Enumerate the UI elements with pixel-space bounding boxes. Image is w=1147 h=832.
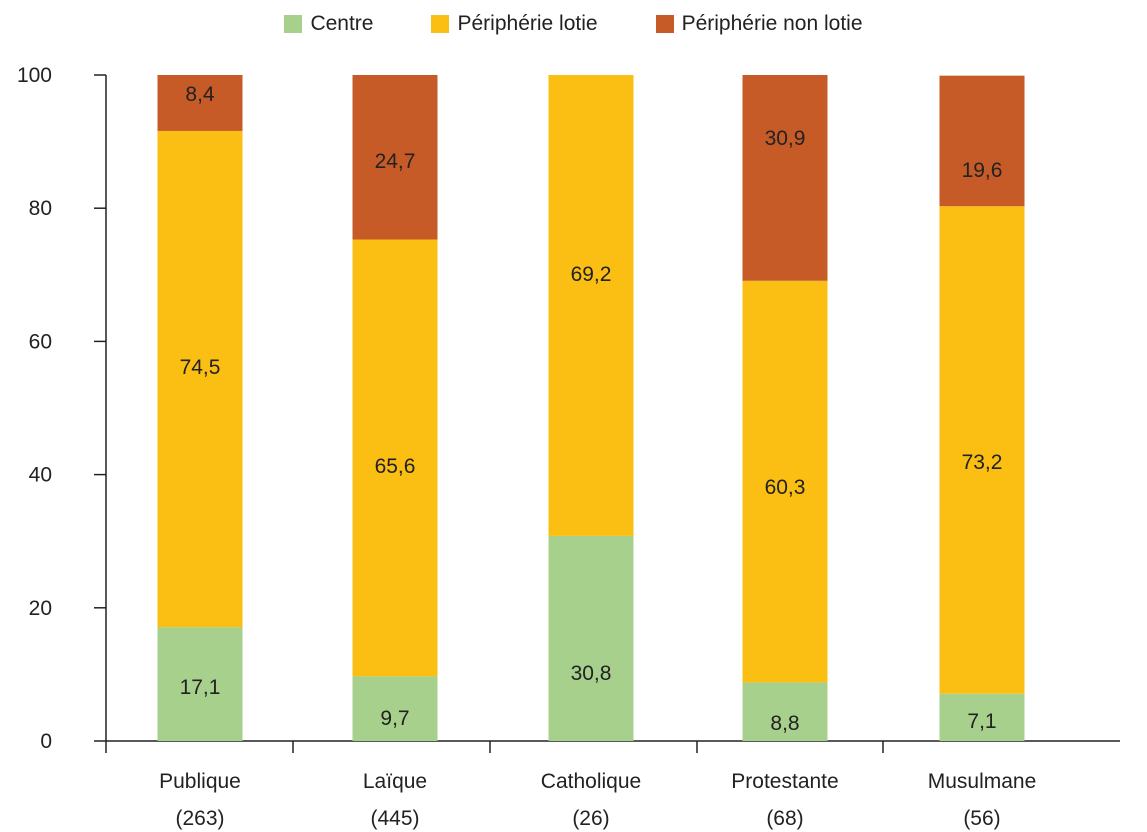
category-count-label: (263) (175, 807, 224, 830)
y-tick-label: 60 (29, 330, 52, 353)
data-label: 60,3 (765, 476, 806, 499)
legend-label-peripherie-non-lotie: Périphérie non lotie (681, 12, 863, 35)
bar-segment-peripherie-non-lotie (157, 75, 243, 131)
bar-segment-centre (548, 535, 634, 741)
y-tick-label: 0 (40, 730, 52, 753)
legend-swatch-peripherie-non-lotie (655, 15, 674, 33)
category-count-label: (26) (572, 807, 609, 830)
bar-segment-peripherie-lotie (352, 239, 438, 677)
data-label: 74,5 (180, 356, 221, 379)
bar-segment-peripherie-non-lotie (742, 75, 828, 281)
y-tick-label: 40 (29, 464, 52, 487)
legend-item-peripherie-non-lotie: Périphérie non lotie (655, 12, 863, 36)
data-label: 19,6 (962, 159, 1003, 182)
data-label: 9,7 (380, 707, 409, 730)
bar-segment-centre (157, 627, 243, 741)
category-count-label: (68) (766, 807, 803, 830)
data-label: 30,9 (765, 127, 806, 150)
data-label: 24,7 (375, 150, 416, 173)
bar-segment-peripherie-non-lotie (939, 75, 1025, 207)
bar-segment-centre (742, 682, 828, 741)
data-label: 8,4 (185, 83, 215, 106)
bar-segment-peripherie-lotie (742, 280, 828, 683)
bar-segment-peripherie-lotie (548, 75, 634, 536)
category-label: Musulmane (928, 770, 1037, 793)
data-label: 30,8 (571, 662, 612, 685)
legend-item-peripherie-lotie: Périphérie lotie (431, 12, 598, 36)
category-label: Laïque (363, 770, 427, 793)
category-label: Protestante (731, 770, 838, 793)
data-label: 73,2 (962, 451, 1003, 474)
legend-item-centre: Centre (284, 12, 373, 36)
data-label: 65,6 (375, 455, 416, 478)
chart-legend: Centre Périphérie lotie Périphérie non l… (0, 12, 1147, 36)
category-count-label: (56) (963, 807, 1000, 830)
category-count-label: (445) (370, 807, 419, 830)
legend-swatch-peripherie-lotie (431, 15, 450, 33)
bar-segment-centre (352, 676, 438, 741)
bar-segment-peripherie-non-lotie (352, 75, 438, 240)
bar-segment-peripherie-lotie (157, 130, 243, 628)
legend-label-peripherie-lotie: Périphérie lotie (457, 12, 598, 35)
data-label: 69,2 (571, 263, 612, 286)
y-tick-label: 80 (29, 197, 52, 220)
bar-segment-peripherie-lotie (939, 206, 1025, 694)
category-label: Catholique (541, 770, 641, 793)
bar-segment-centre (939, 693, 1025, 741)
category-label: Publique (159, 770, 241, 793)
legend-swatch-centre (284, 15, 303, 33)
data-label: 17,1 (180, 676, 221, 699)
y-tick-label: 100 (17, 64, 52, 87)
legend-label-centre: Centre (310, 12, 374, 35)
y-tick-label: 20 (29, 597, 52, 620)
data-label: 8,8 (770, 712, 799, 735)
data-label: 7,1 (967, 710, 996, 733)
